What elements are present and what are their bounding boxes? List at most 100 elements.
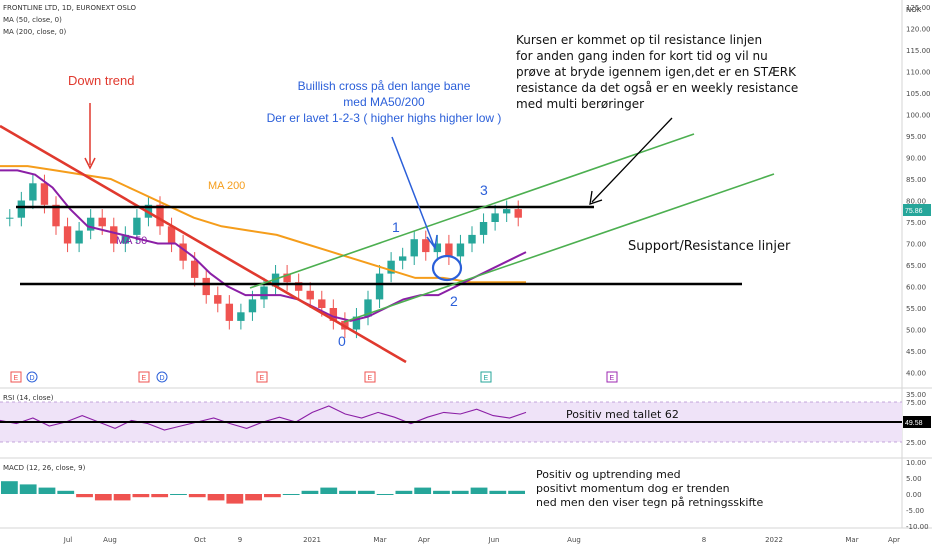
time-tick-label: Jul: [63, 536, 73, 544]
event-marker-label: E: [142, 375, 147, 382]
candle-body: [456, 243, 465, 257]
time-tick-label: Mar: [845, 536, 858, 544]
macd-bar: [1, 481, 18, 494]
candle-body: [214, 295, 222, 304]
price-tick-label: 60.00: [906, 284, 926, 292]
resistance-note-4: resistance da det også er en weekly resi…: [516, 81, 798, 95]
price-tick-label: 90.00: [906, 155, 926, 163]
macd-bar: [282, 494, 300, 495]
candle-body: [225, 303, 234, 321]
rsi-note: Positiv med tallet 62: [566, 408, 679, 421]
price-tick-label: 45.00: [906, 348, 926, 356]
resistance-note-1: Kursen er kommet op til resistance linje…: [516, 33, 762, 47]
time-tick-label: 2021: [303, 536, 321, 544]
macd-legend: MACD (12, 26, close, 9): [3, 464, 86, 472]
dividend-marker[interactable]: [26, 371, 38, 383]
time-tick-label: 9: [238, 536, 242, 544]
candle-body: [75, 230, 83, 244]
time-tick-label: Apr: [888, 536, 900, 544]
macd-bar: [207, 494, 225, 501]
ma50-line: [0, 169, 527, 322]
candle-body: [179, 243, 187, 261]
wave-1: 1: [392, 219, 400, 235]
channel-lower-line: [343, 173, 775, 323]
time-tick-label: Oct: [194, 536, 206, 544]
macd-tick-label: 10.00: [906, 459, 926, 467]
event-marker-label: E: [484, 375, 489, 382]
candle-body: [248, 299, 257, 313]
price-tick-label: 75.00: [906, 219, 926, 227]
price-tick-label: 105.00: [906, 90, 931, 98]
macd-bar: [489, 490, 507, 494]
candle-body: [502, 209, 511, 214]
time-tick-label: Aug: [103, 536, 117, 544]
event-marker-label: E: [260, 375, 265, 382]
event-marker-label: D: [160, 375, 165, 382]
candle-body: [86, 217, 95, 231]
candle-body: [318, 299, 326, 308]
macd-bar: [188, 494, 206, 498]
macd-bar: [433, 490, 450, 494]
earnings-marker[interactable]: [10, 371, 22, 383]
time-tick-label: Apr: [418, 536, 430, 544]
macd-tick-label: 5.00: [906, 475, 922, 483]
time-tick-label: Mar: [373, 536, 386, 544]
macd-tick-label: 0.00: [906, 491, 922, 499]
dividend-marker[interactable]: [156, 371, 168, 383]
price-tick-label: 70.00: [906, 241, 926, 249]
earnings-marker[interactable]: [364, 371, 376, 383]
macd-bar: [414, 487, 432, 494]
resistance-note-3: prøve at bryde igennem igen,det er en ST…: [516, 65, 797, 79]
price-axis: 125.00 120.00 115.00 110.00 105.00 100.00 95.0…: [906, 4, 931, 399]
candle-body: [17, 200, 26, 218]
macd-bar: [395, 490, 413, 494]
bullish-cross-circle: [431, 254, 463, 282]
macd-bar: [470, 487, 488, 494]
macd-bar: [113, 494, 131, 501]
wave-2: 2: [450, 293, 458, 309]
bullish-line-1: Buillish cross på den lange bane: [298, 79, 471, 93]
candle-body: [468, 234, 476, 244]
down-trend-label: Down trend: [68, 73, 134, 88]
candle-body: [156, 204, 164, 227]
earnings-marker[interactable]: [480, 371, 492, 383]
candle-body: [260, 286, 268, 300]
candle-body: [133, 217, 141, 235]
macd-bar: [376, 494, 394, 495]
event-marker-label: D: [30, 375, 35, 382]
price-tick-label: 100.00: [906, 112, 931, 120]
ma50-label: MA 50: [116, 235, 147, 247]
price-tick-label: 40.00: [906, 370, 926, 378]
candle-body: [271, 273, 280, 287]
support-resistance-label: Support/Resistance linjer: [628, 239, 791, 254]
candle-body: [398, 256, 407, 261]
candle-body: [202, 277, 210, 296]
rsi-value-tag: [903, 416, 931, 428]
macd-bar: [76, 494, 93, 498]
macd-bar: [226, 494, 244, 504]
candle-body: [387, 260, 395, 274]
earnings-marker[interactable]: [256, 371, 268, 383]
candle-body: [110, 226, 118, 244]
price-tick-label: 125.00: [906, 4, 931, 12]
wave-3: 3: [480, 182, 488, 198]
price-tick-label: 120.00: [906, 26, 931, 34]
earnings-marker[interactable]: [606, 371, 618, 383]
candle-body: [306, 290, 314, 300]
macd-bar: [264, 494, 281, 498]
earnings-marker[interactable]: [138, 371, 150, 383]
macd-tick-label: -10.00: [906, 523, 929, 531]
resistance-note-2: for anden gang inden for kort tid og vil…: [516, 49, 768, 63]
macd-note-3: ned men den viser tegn på retningsskifte: [536, 496, 763, 509]
macd-bar: [339, 490, 356, 494]
macd-bar: [245, 494, 262, 501]
macd-bar: [38, 487, 56, 494]
candle-body: [422, 239, 430, 253]
macd-bar: [320, 487, 338, 494]
rsi-tick-label: 75.00: [906, 399, 926, 407]
price-tick-label: 110.00: [906, 69, 931, 77]
event-marker-label: E: [14, 375, 19, 382]
candle-body: [352, 316, 361, 330]
candle-body: [40, 183, 49, 205]
